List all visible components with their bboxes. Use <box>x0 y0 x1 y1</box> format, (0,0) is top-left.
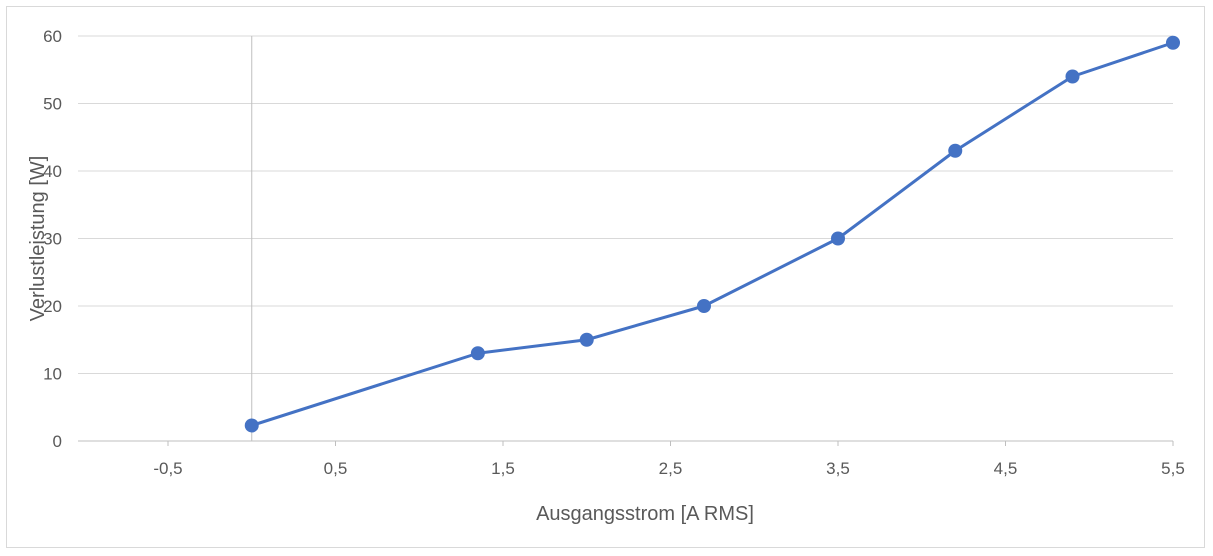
x-tick-label: 5,5 <box>1161 459 1185 478</box>
x-tick-label: 4,5 <box>994 459 1018 478</box>
y-tick-label: 10 <box>43 365 62 384</box>
x-tick-label: -0,5 <box>153 459 182 478</box>
x-tick-label: 3,5 <box>826 459 850 478</box>
x-tick-label: 2,5 <box>659 459 683 478</box>
gridlines <box>78 35 1173 374</box>
y-tick-label: 50 <box>43 95 62 114</box>
x-tick-label: 1,5 <box>491 459 515 478</box>
y-tick-label: 40 <box>43 162 62 181</box>
series-line <box>250 41 1175 427</box>
y-tick-label: 60 <box>43 27 62 46</box>
x-tick-label: 0,5 <box>324 459 348 478</box>
data-point <box>470 346 485 361</box>
y-tick-labels: 0 10 20 30 40 50 60 <box>43 27 62 451</box>
y-tick-label: 0 <box>53 432 62 451</box>
series <box>244 35 1180 433</box>
data-point <box>948 143 963 158</box>
y-tick-label: 30 <box>43 230 62 249</box>
y-tick-label: 20 <box>43 297 62 316</box>
data-point <box>697 299 711 313</box>
data-point <box>244 418 259 433</box>
data-point <box>579 332 594 347</box>
data-point <box>831 231 845 246</box>
x-axis-title: Ausgangsstrom [A RMS] <box>536 503 754 525</box>
data-point <box>1065 69 1080 84</box>
x-tick-labels: -0,5 0,5 1,5 2,5 3,5 4,5 5,5 <box>153 459 1184 478</box>
chart-frame <box>6 6 1205 548</box>
data-point <box>1166 35 1180 50</box>
axes <box>78 36 1174 446</box>
y-axis-title: Verlustleistung [W] <box>27 156 49 322</box>
